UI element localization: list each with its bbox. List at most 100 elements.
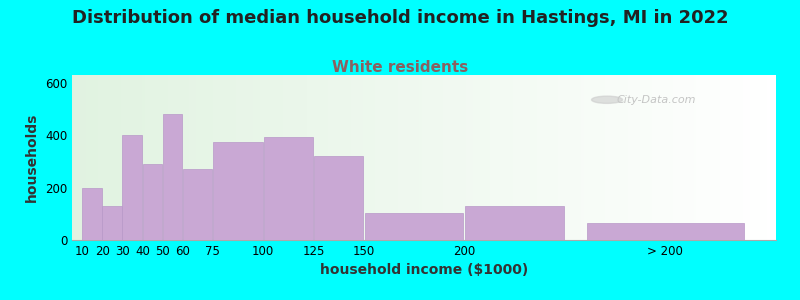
X-axis label: household income ($1000): household income ($1000) — [320, 263, 528, 278]
Bar — [250, 75, 253, 240]
Bar — [79, 75, 82, 240]
Bar — [645, 75, 647, 240]
Bar — [196, 75, 198, 240]
Bar — [680, 75, 682, 240]
Bar — [574, 75, 577, 240]
Bar — [263, 136, 313, 240]
Bar — [98, 75, 100, 240]
Bar — [342, 75, 344, 240]
Bar — [590, 75, 593, 240]
Bar — [135, 75, 138, 240]
Text: Distribution of median household income in Hastings, MI in 2022: Distribution of median household income … — [72, 9, 728, 27]
Bar — [583, 75, 586, 240]
Bar — [258, 75, 260, 240]
Bar — [283, 75, 286, 240]
Bar — [265, 75, 266, 240]
Bar — [450, 75, 452, 240]
Bar — [762, 75, 764, 240]
Bar — [107, 75, 110, 240]
Bar — [187, 75, 190, 240]
Bar — [122, 135, 142, 240]
Bar — [696, 75, 698, 240]
Bar — [142, 164, 162, 240]
Bar — [117, 75, 119, 240]
Bar — [736, 75, 738, 240]
Bar — [654, 75, 656, 240]
Bar — [532, 75, 534, 240]
Bar — [335, 75, 337, 240]
Bar — [339, 75, 342, 240]
Bar — [314, 75, 316, 240]
Bar — [74, 75, 77, 240]
Bar — [72, 75, 74, 240]
Bar — [746, 75, 748, 240]
Bar — [304, 75, 306, 240]
Bar — [234, 75, 236, 240]
Bar — [678, 75, 680, 240]
Bar — [452, 75, 454, 240]
Bar — [555, 75, 558, 240]
Bar — [274, 75, 276, 240]
Bar — [194, 75, 196, 240]
Bar — [203, 75, 206, 240]
Bar — [152, 75, 154, 240]
Bar — [124, 75, 126, 240]
Bar — [476, 75, 478, 240]
Bar — [243, 75, 246, 240]
Bar — [182, 75, 185, 240]
Bar — [361, 75, 363, 240]
Bar — [180, 75, 182, 240]
Bar — [572, 75, 574, 240]
Bar — [112, 75, 114, 240]
Bar — [236, 75, 238, 240]
Bar — [410, 75, 412, 240]
Bar — [154, 75, 157, 240]
Bar — [246, 75, 248, 240]
Bar — [490, 75, 492, 240]
Bar — [502, 75, 504, 240]
Bar — [457, 75, 459, 240]
Bar — [276, 75, 278, 240]
Bar — [198, 75, 201, 240]
Bar — [178, 75, 180, 240]
Bar — [293, 75, 295, 240]
Bar — [241, 75, 243, 240]
Bar — [459, 75, 462, 240]
Bar — [438, 75, 441, 240]
Bar — [602, 75, 605, 240]
Bar — [462, 75, 464, 240]
Bar — [509, 75, 511, 240]
Bar — [288, 75, 290, 240]
Bar — [220, 75, 222, 240]
Bar — [586, 223, 744, 240]
Bar — [77, 75, 79, 240]
Bar — [663, 75, 666, 240]
Bar — [386, 75, 389, 240]
Bar — [173, 75, 175, 240]
Bar — [582, 75, 583, 240]
Bar — [370, 75, 372, 240]
Bar — [550, 75, 553, 240]
Bar — [119, 75, 122, 240]
Bar — [722, 75, 724, 240]
Bar — [93, 75, 95, 240]
Bar — [605, 75, 607, 240]
Bar — [537, 75, 539, 240]
Bar — [406, 75, 407, 240]
Bar — [562, 75, 565, 240]
Bar — [598, 75, 600, 240]
Circle shape — [591, 96, 622, 103]
Bar — [469, 75, 471, 240]
Bar — [577, 75, 579, 240]
Bar — [126, 75, 128, 240]
Bar — [210, 75, 213, 240]
Bar — [713, 75, 715, 240]
Bar — [201, 75, 203, 240]
Bar — [253, 75, 255, 240]
Bar — [630, 75, 633, 240]
Bar — [349, 75, 351, 240]
Bar — [379, 75, 382, 240]
Bar — [647, 75, 650, 240]
Bar — [185, 75, 187, 240]
Bar — [487, 75, 490, 240]
